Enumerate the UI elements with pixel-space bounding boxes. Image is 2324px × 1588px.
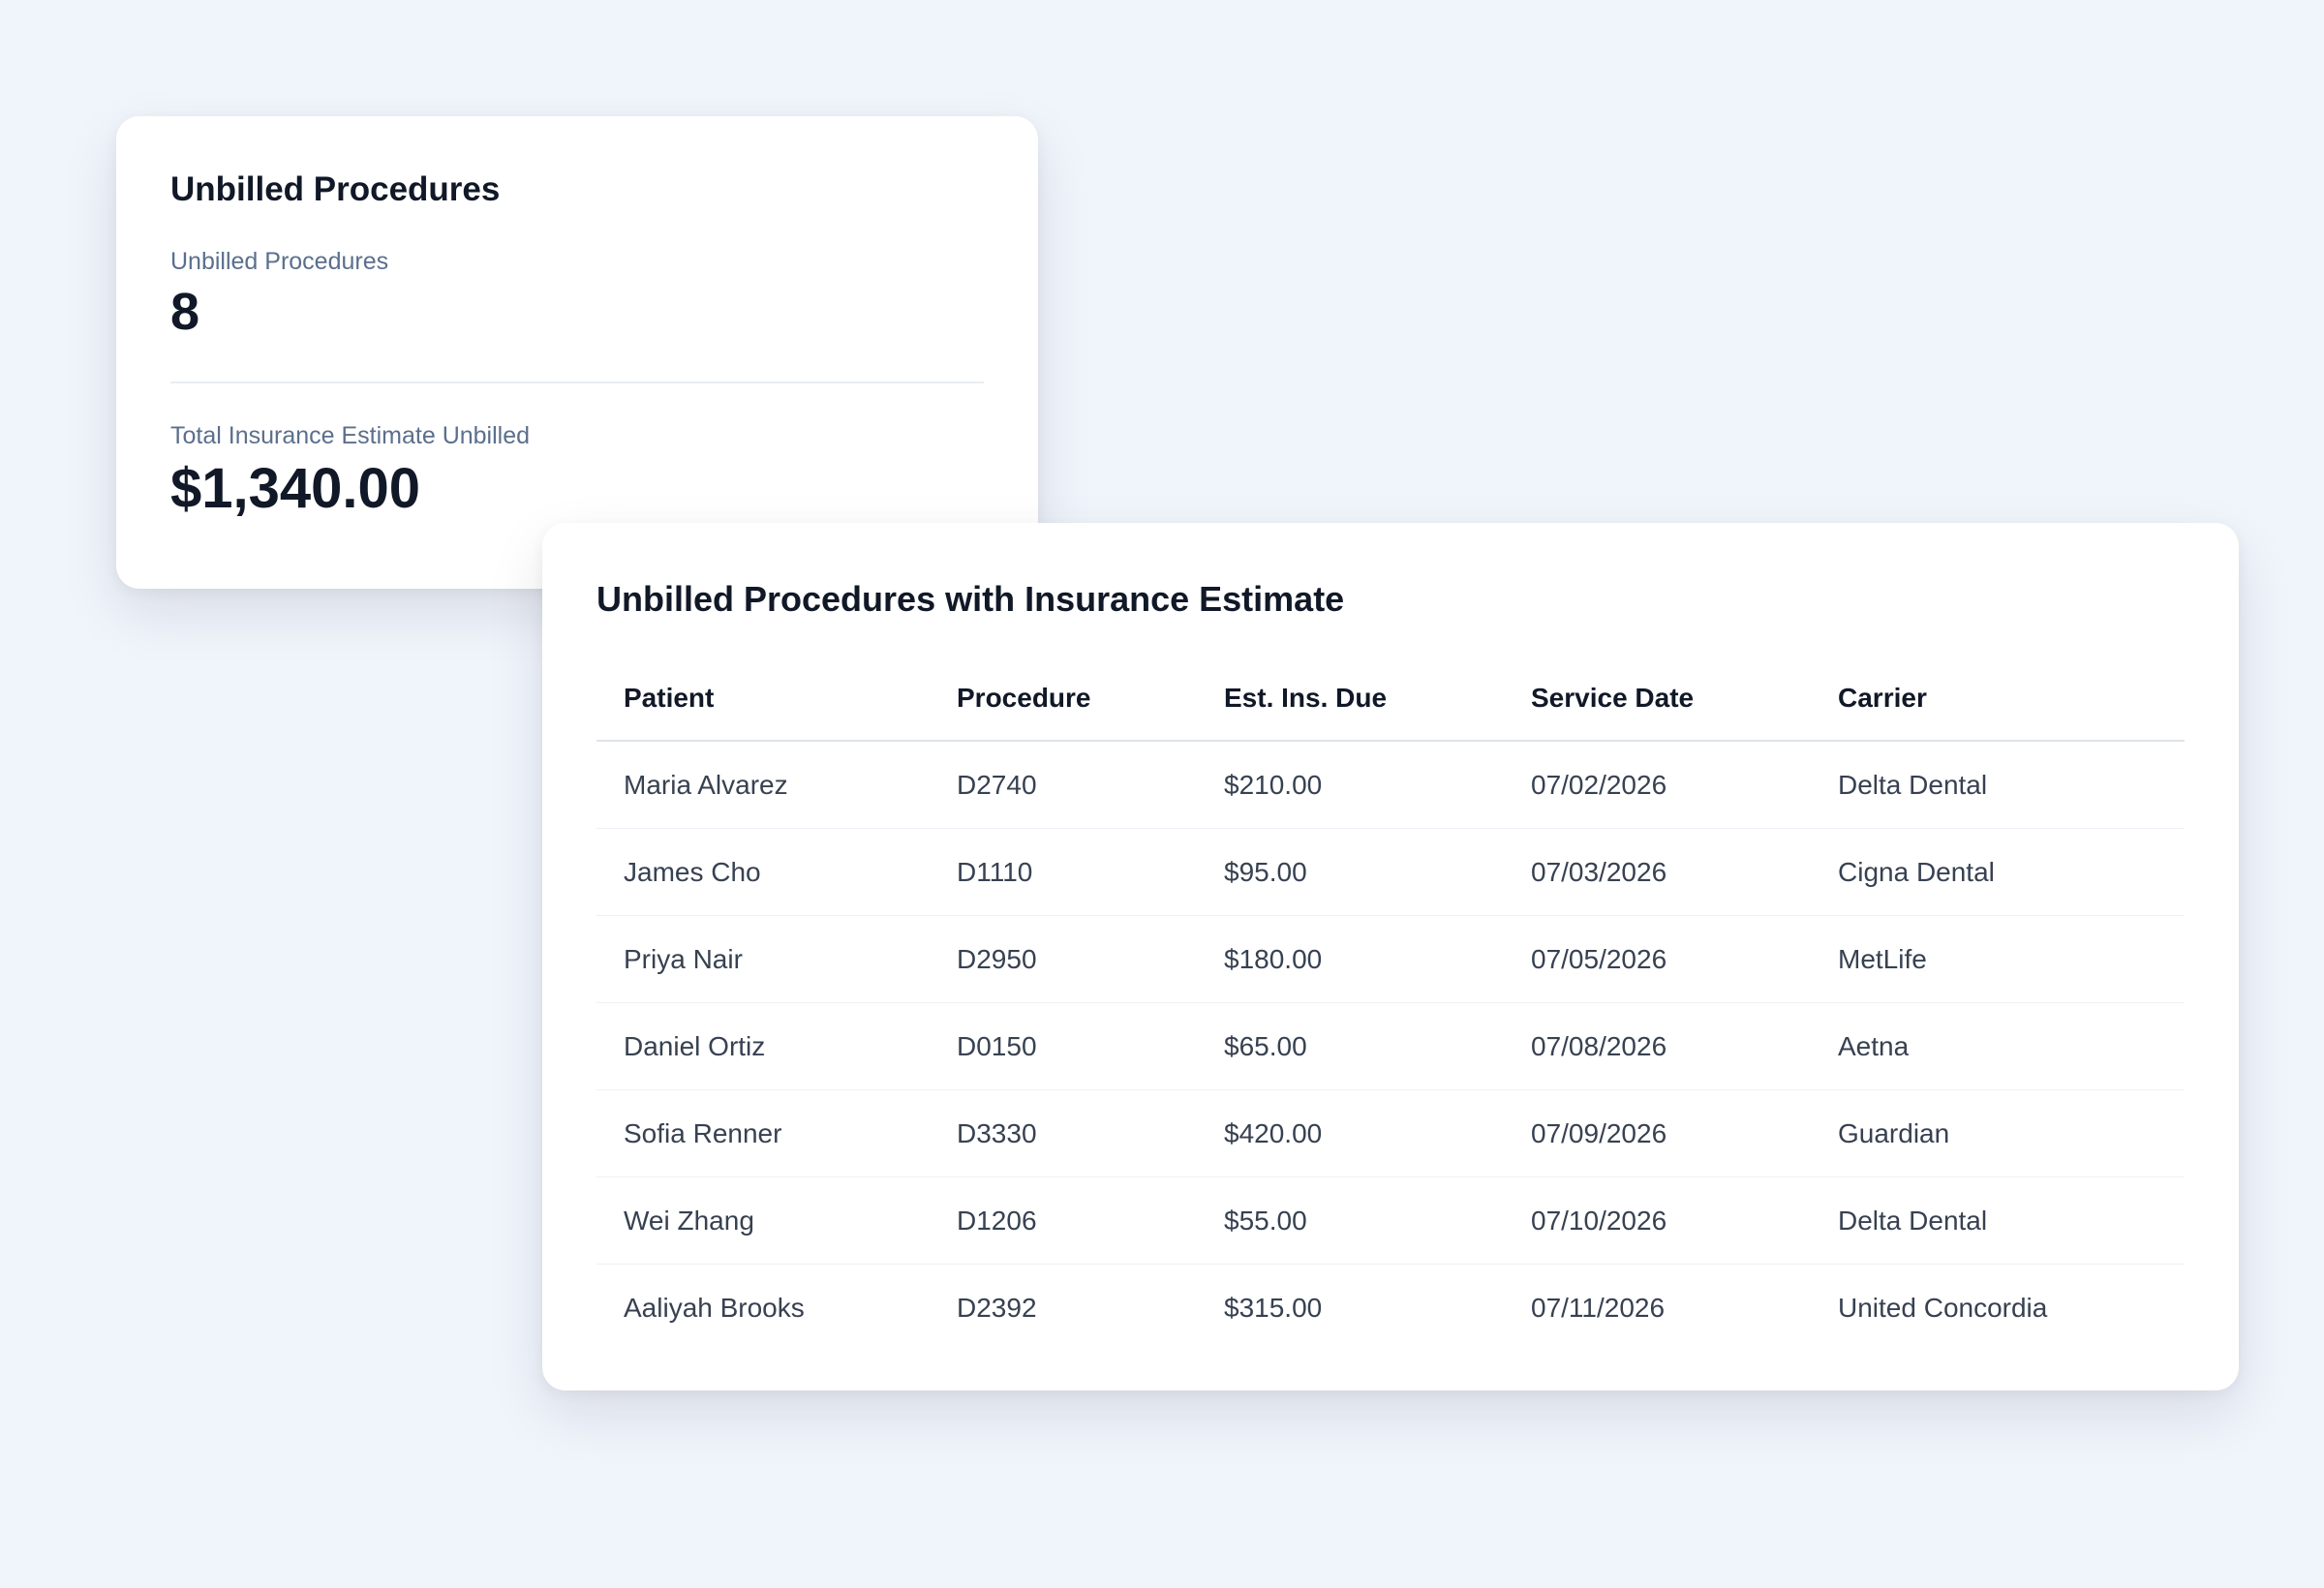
divider <box>170 382 984 383</box>
cell-service-date: 07/03/2026 <box>1504 828 1811 916</box>
cell-carrier: Guardian <box>1811 1089 2185 1177</box>
cell-est-ins-due: $55.00 <box>1197 1176 1504 1265</box>
table-title: Unbilled Procedures with Insurance Estim… <box>596 579 1345 619</box>
cell-patient: James Cho <box>596 828 930 916</box>
cell-est-ins-due: $315.00 <box>1224 1292 1323 1323</box>
cell-procedure: D2950 <box>930 915 1197 1003</box>
cell-service-date: 07/10/2026 <box>1504 1176 1811 1265</box>
cell-patient: Priya Nair <box>596 915 930 1003</box>
procedures-table-card: Unbilled Procedures with Insurance Estim… <box>542 523 2239 1390</box>
metric-value: $1,340.00 <box>170 457 421 520</box>
metric-unbilled-count: Unbilled Procedures 8 <box>170 246 984 341</box>
table-row[interactable]: Priya Nair D2950 $180.00 07/05/2026 MetL… <box>596 915 2185 1003</box>
cell-service-date: 07/09/2026 <box>1504 1089 1811 1177</box>
cell-est-ins-due: $210.00 <box>1197 741 1504 829</box>
metric-value: 8 <box>170 283 200 341</box>
metric-label: Unbilled Procedures <box>170 248 389 275</box>
cell-procedure: D3330 <box>930 1089 1197 1177</box>
summary-card: Unbilled Procedures Unbilled Procedures … <box>116 116 1038 589</box>
cell-carrier: Delta Dental <box>1811 741 2185 829</box>
cell-patient: Aaliyah Brooks <box>624 1292 805 1323</box>
column-header-est-ins-due[interactable]: Est. Ins. Due <box>1197 657 1504 742</box>
cell-patient: Maria Alvarez <box>596 741 930 829</box>
metric-total-estimate: Total Insurance Estimate Unbilled $1,340… <box>170 420 984 519</box>
cell-service-date: 07/11/2026 <box>1531 1292 1666 1323</box>
cell-service-date: 07/05/2026 <box>1504 915 1811 1003</box>
table-row[interactable]: James Cho D1110 $95.00 07/03/2026 Cigna … <box>596 828 2185 916</box>
cell-est-ins-due: $420.00 <box>1197 1089 1504 1177</box>
cell-patient: Wei Zhang <box>596 1176 930 1265</box>
column-header-carrier[interactable]: Carrier <box>1811 657 2185 742</box>
summary-title: Unbilled Procedures <box>170 170 501 208</box>
cell-carrier: Aetna <box>1811 1002 2185 1090</box>
cell-service-date: 07/02/2026 <box>1504 741 1811 829</box>
cell-service-date: 07/08/2026 <box>1504 1002 1811 1090</box>
cell-procedure: D1206 <box>930 1176 1197 1265</box>
cell-procedure: D1110 <box>930 828 1197 916</box>
table-row[interactable]: Aaliyah Brooks D2392 $315.00 07/11/2026 … <box>596 1265 2185 1352</box>
table-header-row: Patient Procedure Est. Ins. Due Service … <box>596 657 2185 742</box>
cell-patient: Daniel Ortiz <box>596 1002 930 1090</box>
table-row[interactable]: Maria Alvarez D2740 $210.00 07/02/2026 D… <box>596 741 2185 829</box>
column-header-patient[interactable]: Patient <box>596 657 930 742</box>
cell-carrier: Cigna Dental <box>1811 828 2185 916</box>
cell-carrier: United Concordia <box>1838 1292 2048 1323</box>
cell-procedure: D0150 <box>930 1002 1197 1090</box>
cell-carrier: Delta Dental <box>1811 1176 2185 1265</box>
table-row[interactable]: Daniel Ortiz D0150 $65.00 07/08/2026 Aet… <box>596 1002 2185 1090</box>
procedures-table: Patient Procedure Est. Ins. Due Service … <box>596 657 2185 1351</box>
table-row[interactable]: Sofia Renner D3330 $420.00 07/09/2026 Gu… <box>596 1089 2185 1177</box>
column-header-procedure[interactable]: Procedure <box>930 657 1197 742</box>
metric-label: Total Insurance Estimate Unbilled <box>170 422 531 449</box>
column-header-service-date[interactable]: Service Date <box>1504 657 1811 742</box>
table-row[interactable]: Wei Zhang D1206 $55.00 07/10/2026 Delta … <box>596 1176 2185 1265</box>
cell-procedure: D2740 <box>930 741 1197 829</box>
cell-procedure: D2392 <box>957 1292 1037 1323</box>
cell-est-ins-due: $95.00 <box>1197 828 1504 916</box>
cell-est-ins-due: $180.00 <box>1197 915 1504 1003</box>
cell-est-ins-due: $65.00 <box>1197 1002 1504 1090</box>
cell-carrier: MetLife <box>1811 915 2185 1003</box>
cell-patient: Sofia Renner <box>596 1089 930 1177</box>
